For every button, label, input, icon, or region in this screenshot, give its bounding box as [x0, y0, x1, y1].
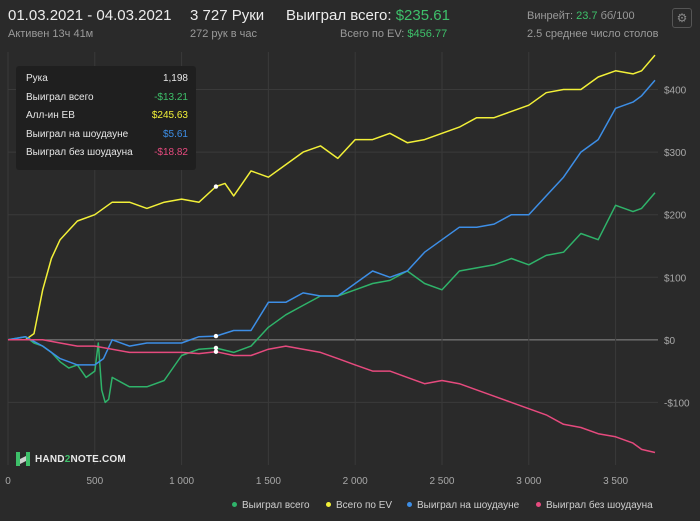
won-total-label: Выиграл всего: [286, 7, 392, 24]
legend-item-non_showdown[interactable]: Выиграл без шоудауна [536, 500, 653, 511]
winrate: Винрейт: 23.7 бб/100 [527, 10, 635, 22]
legend-dot-icon [407, 501, 412, 507]
hand2note-logo-icon [16, 452, 30, 466]
ev-total-value: $456.77 [407, 28, 448, 40]
tooltip-row: Выиграл всего -$13.21 [26, 92, 188, 106]
tooltip-label: Выиграл всего [26, 91, 94, 103]
won-total-value: $235.61 [395, 7, 450, 24]
legend-dot-icon [536, 501, 541, 507]
x-tick-label: 3 500 [603, 476, 628, 487]
chart-series [7, 54, 656, 454]
tooltip-row: Рука 1,198 [26, 73, 188, 87]
hover-tooltip: Рука 1,198 Выиграл всего -$13.21 Алл-ин EB $2… [16, 66, 196, 170]
tooltip-label: Выиграл без шоудауна [26, 147, 133, 158]
tooltip-value: $245.63 [151, 110, 188, 121]
hover-point-showdown [213, 333, 219, 339]
stats-header: 01.03.2021 - 04.03.2021 Активен 13ч 41м … [0, 0, 700, 48]
tooltip-value: 1,198 [162, 73, 188, 84]
hands-per-hour: 272 рук в час [190, 28, 258, 40]
settings-button[interactable]: ⚙ [672, 8, 692, 28]
y-tick-label: -$100 [664, 398, 690, 409]
tooltip-value: $5.61 [162, 128, 188, 140]
tooltip-value: -$13.21 [154, 91, 188, 103]
hands-count: 3 727 Руки [190, 7, 265, 24]
won-total: Выиграл всего: $235.61 [286, 7, 450, 24]
ev-total: Всего по EV: $456.77 [340, 28, 447, 40]
y-tick-label: $300 [664, 148, 687, 159]
tooltip-row: Выиграл на шоудауне $5.61 [26, 129, 188, 143]
tooltip-label: Выиграл на шоудауне [26, 128, 129, 140]
average-tables: 2.5 среднее число столов [527, 28, 659, 40]
x-tick-label: 1 500 [256, 476, 281, 487]
legend-label: Выиграл на шоудауне [417, 500, 520, 511]
x-tick-label: 2 000 [343, 476, 368, 487]
legend-item-ev[interactable]: Всего по EV [326, 500, 392, 511]
legend-dot-icon [326, 501, 331, 507]
hand2note-logo: HAND2NOTE.COM [15, 449, 126, 469]
active-time: Активен 13ч 41м [8, 28, 94, 40]
winrate-label: Винрейт: [527, 10, 574, 22]
legend-item-showdown[interactable]: Выиграл на шоудауне [407, 500, 519, 511]
tooltip-row: Алл-ин EB $245.63 [26, 110, 188, 124]
ev-total-label: Всего по EV: [340, 28, 405, 40]
hover-point-non_showdown [213, 349, 219, 354]
series-line-ev [8, 54, 656, 341]
chart-legend: Выиграл всего Всего по EV Выиграл на шоуда… [0, 499, 700, 515]
hover-point-won [213, 345, 219, 351]
x-tick-label: 500 [86, 476, 103, 487]
y-axis-ticks: -$100 $0 $100 $200 $300 $400 [664, 86, 690, 410]
y-tick-label: $100 [664, 273, 687, 284]
hover-point-ev [213, 184, 219, 189]
tooltip-row: Выиграл без шоудауна -$18.82 [26, 147, 188, 161]
hand2note-logo-text: HAND2NOTE.COM [35, 453, 126, 465]
legend-dot-icon [232, 501, 237, 507]
gear-icon: ⚙ [676, 11, 688, 25]
y-tick-label: $0 [664, 336, 676, 347]
y-tick-label: $200 [664, 211, 687, 222]
winrate-value: 23.7 [576, 10, 598, 22]
hover-markers [213, 184, 219, 354]
series-line-showdown [7, 79, 656, 366]
legend-label: Выиграл без шоудауна [546, 500, 653, 511]
tooltip-value: -$18.82 [154, 147, 188, 158]
series-line-won [7, 192, 656, 404]
x-tick-label: 2 500 [429, 476, 454, 487]
series-line-non_showdown [8, 339, 656, 454]
tooltip-label: Алл-ин EB [26, 110, 75, 121]
legend-item-won[interactable]: Выиграл всего [232, 500, 310, 511]
legend-label: Выиграл всего [242, 500, 310, 511]
x-axis-ticks: 0 500 1 000 1 500 2 000 2 500 3 000 3 500 [5, 476, 628, 487]
x-tick-label: 1 000 [169, 476, 194, 487]
x-tick-label: 0 [5, 476, 11, 487]
y-tick-label: $400 [664, 86, 687, 97]
winrate-unit: бб/100 [600, 10, 635, 22]
legend-label: Всего по EV [336, 500, 393, 511]
date-range[interactable]: 01.03.2021 - 04.03.2021 [8, 7, 172, 24]
tooltip-label: Рука [26, 73, 48, 84]
x-tick-label: 3 000 [516, 476, 541, 487]
